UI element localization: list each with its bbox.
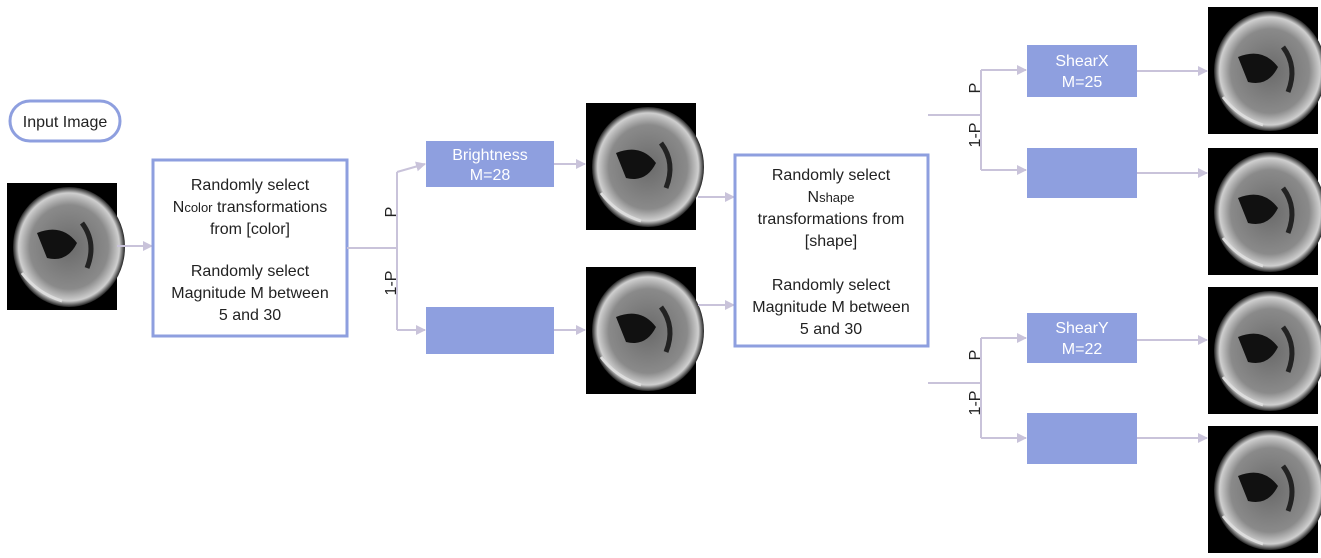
q-label: 1-P: [967, 123, 984, 148]
text: Magnitude M between: [752, 299, 909, 316]
mri-image: [1208, 148, 1321, 275]
input-image: [7, 183, 125, 310]
q-label: 1-P: [967, 391, 984, 416]
input-label: Input Image: [23, 114, 108, 131]
text: [shape]: [805, 233, 857, 250]
connector: [347, 172, 397, 330]
text: 5 and 30: [800, 321, 862, 338]
text: shape: [819, 190, 854, 205]
op-mag: M=25: [1062, 74, 1103, 91]
op-name: Brightness: [452, 147, 528, 164]
mri-image: [1208, 426, 1321, 553]
op-name: ShearY: [1055, 320, 1109, 337]
arrow: [397, 164, 425, 172]
text: color: [184, 200, 213, 215]
text: Randomly select: [772, 277, 891, 294]
text: Randomly select: [772, 167, 891, 184]
mri-image: [1208, 287, 1321, 414]
op-mag: M=28: [470, 167, 511, 184]
text: transformations from: [758, 211, 905, 228]
text: transformations: [213, 199, 328, 216]
op-box-empty: [426, 307, 554, 354]
text: Randomly select: [191, 263, 310, 280]
q-label: 1-P: [383, 271, 400, 296]
text: Nshape: [808, 189, 855, 206]
p-label: P: [967, 83, 984, 94]
text: Ncolor transformations: [173, 199, 327, 216]
text: Randomly select: [191, 177, 310, 194]
text: Magnitude M between: [171, 285, 328, 302]
text: N: [173, 199, 185, 216]
diagram: Input Image Randomly select Ncolor trans…: [0, 0, 1321, 553]
p-label: P: [383, 207, 400, 218]
p-label: P: [967, 350, 984, 361]
op-mag: M=22: [1062, 341, 1103, 358]
op-box-empty: [1027, 148, 1137, 198]
text: from [color]: [210, 221, 290, 238]
text: 5 and 30: [219, 307, 281, 324]
mri-image: [1208, 7, 1321, 134]
mri-image: [586, 103, 704, 230]
op-box-empty: [1027, 413, 1137, 464]
op-name: ShearX: [1055, 53, 1109, 70]
mri-image: [586, 267, 704, 394]
text: N: [808, 189, 820, 206]
